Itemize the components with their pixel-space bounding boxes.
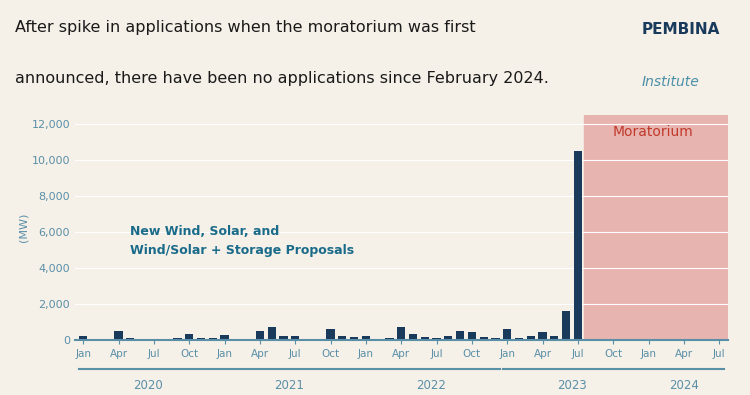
Bar bbox=[103, 339, 111, 340]
Bar bbox=[232, 339, 241, 340]
Bar bbox=[491, 338, 500, 340]
Bar bbox=[362, 336, 370, 340]
Text: 2024: 2024 bbox=[669, 378, 699, 391]
Bar bbox=[291, 336, 299, 340]
Text: PEMBINA: PEMBINA bbox=[641, 22, 720, 37]
Bar bbox=[433, 338, 441, 340]
Bar bbox=[126, 338, 134, 340]
Bar bbox=[515, 338, 523, 340]
Text: After spike in applications when the moratorium was first: After spike in applications when the mor… bbox=[15, 20, 476, 35]
Bar bbox=[173, 338, 182, 340]
Bar bbox=[503, 329, 512, 340]
Bar bbox=[79, 336, 87, 340]
Bar bbox=[562, 311, 570, 340]
Text: 2022: 2022 bbox=[416, 378, 446, 391]
Bar bbox=[386, 338, 394, 340]
Text: announced, there have been no applications since February 2024.: announced, there have been no applicatio… bbox=[15, 71, 549, 86]
Bar bbox=[538, 333, 547, 340]
Bar bbox=[326, 329, 334, 340]
Bar bbox=[268, 327, 276, 340]
Text: New Wind, Solar, and
Wind/Solar + Storage Proposals: New Wind, Solar, and Wind/Solar + Storag… bbox=[130, 225, 355, 257]
Bar bbox=[574, 150, 582, 340]
Bar bbox=[220, 335, 229, 340]
Bar bbox=[185, 334, 194, 340]
Bar bbox=[115, 331, 123, 340]
Bar bbox=[209, 338, 217, 340]
Bar bbox=[279, 336, 287, 340]
Bar bbox=[197, 338, 206, 340]
Text: 2020: 2020 bbox=[134, 378, 163, 391]
Bar bbox=[244, 339, 252, 340]
Bar bbox=[338, 336, 346, 340]
Bar bbox=[421, 337, 429, 340]
Text: Moratorium: Moratorium bbox=[612, 125, 693, 139]
Bar bbox=[91, 339, 99, 340]
Bar bbox=[398, 327, 405, 340]
Bar bbox=[256, 331, 264, 340]
Text: 2023: 2023 bbox=[557, 378, 587, 391]
Bar bbox=[456, 331, 464, 340]
Bar bbox=[374, 339, 382, 340]
Bar bbox=[479, 337, 488, 340]
Bar bbox=[138, 339, 146, 340]
Bar bbox=[444, 336, 452, 340]
Bar bbox=[526, 336, 535, 340]
Bar bbox=[550, 336, 559, 340]
Text: 2021: 2021 bbox=[274, 378, 304, 391]
Y-axis label: (MW): (MW) bbox=[19, 213, 28, 242]
Bar bbox=[303, 339, 311, 340]
Bar bbox=[468, 333, 476, 340]
Bar bbox=[584, 115, 737, 340]
Text: Institute: Institute bbox=[641, 75, 699, 89]
Bar bbox=[350, 337, 358, 340]
Bar bbox=[409, 334, 417, 340]
